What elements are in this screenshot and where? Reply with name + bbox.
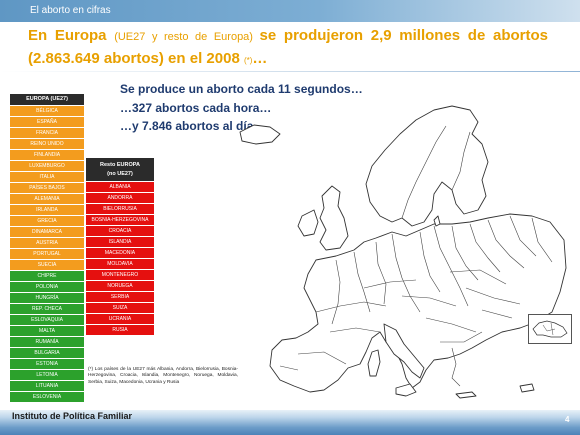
eu-country-cell: BULGARIA <box>10 348 84 359</box>
map-mainland <box>269 213 567 393</box>
bottom-decorative-strip <box>0 410 580 435</box>
map-iceland <box>239 124 281 145</box>
eu-country-cell: REP. CHECA <box>10 304 84 315</box>
map-border-lines <box>279 215 553 387</box>
non-eu-country-table: Resto EUROPA (no UE27) ALBANIA ANDORRA BIE… <box>86 158 154 336</box>
stat-line-1: Se produce un aborto cada 11 segundos… <box>120 82 363 96</box>
eu-country-cell: ITALIA <box>10 172 84 183</box>
eu-country-cell: LETONIA <box>10 370 84 381</box>
eu-country-cell: BÉLGICA <box>10 106 84 117</box>
headline-part3: se produjeron 2,9 millones de abortos (2… <box>28 27 548 67</box>
non-eu-country-cell: RUSIA <box>86 325 154 336</box>
non-eu-country-cell: NORUEGA <box>86 281 154 292</box>
eu-country-cell: PORTUGAL <box>10 249 84 260</box>
headline-part1: En Europa <box>28 27 115 44</box>
eu-country-cell: SUECIA <box>10 260 84 271</box>
map-sweden-border <box>401 125 447 219</box>
europe-map-illustration <box>239 105 567 399</box>
non-eu-table-rows: ALBANIA ANDORRA BIELORRUSIA BOSNIA-HERZEGOV… <box>86 182 154 336</box>
map-scandinavia <box>365 105 489 227</box>
map-great-britain <box>319 185 349 251</box>
map-cyprus <box>519 383 535 393</box>
map-ireland <box>297 209 319 237</box>
eu-country-cell: RUMANÍA <box>10 337 84 348</box>
eu-country-cell: ALEMANIA <box>10 194 84 205</box>
eu-country-cell: GRECIA <box>10 216 84 227</box>
stats-block: Se produce un aborto cada 11 segundos… …… <box>120 80 363 136</box>
headline-part2: (UE27 y resto de Europa) <box>114 31 260 43</box>
non-eu-country-cell: BOSNIA-HERZEGOVINA <box>86 215 154 226</box>
inset-map-illustration <box>532 320 568 338</box>
non-eu-country-cell: SERBIA <box>86 292 154 303</box>
footnote: (*) Los países de la UE27 más Albania, A… <box>88 367 238 385</box>
non-eu-country-cell: BIELORRUSIA <box>86 204 154 215</box>
non-eu-country-cell: MOLDAVIA <box>86 259 154 270</box>
map-finland-border <box>451 131 471 191</box>
eu-country-cell: MALTA <box>10 326 84 337</box>
map-gotland <box>433 215 441 227</box>
eu-country-cell: HUNGRÍA <box>10 293 84 304</box>
stat-line-3: …y 7.846 abortos al día. <box>120 119 257 133</box>
non-eu-header-line1: Resto EUROPA <box>100 161 140 168</box>
eu-country-cell: DINAMARCA <box>10 227 84 238</box>
eu-country-cell: AUSTRIA <box>10 238 84 249</box>
page-number: 4 <box>565 415 570 424</box>
map-italy <box>383 323 425 379</box>
eu-table-rows: BÉLGICA ESPAÑA FRANCIA REINO UNIDO FINLANDIA… <box>10 106 84 403</box>
non-eu-country-cell: UCRANIA <box>86 314 154 325</box>
eu-country-cell: FRANCIA <box>10 128 84 139</box>
eu-country-cell: FINLANDIA <box>10 150 84 161</box>
section-title: El aborto en cifras <box>30 5 111 16</box>
eu-country-cell: ESPAÑA <box>10 117 84 128</box>
eu-country-cell: ESLOVENIA <box>10 392 84 403</box>
headline-part4: (*) <box>243 56 253 65</box>
eu-country-table: EUROPA (UE27) BÉLGICA ESPAÑA FRANCIA REINO … <box>10 94 84 403</box>
map-inset-box <box>528 314 572 344</box>
eu-country-cell: ESTONIA <box>10 359 84 370</box>
map-sicily <box>395 383 417 397</box>
footer-organization: Instituto de Política Familiar <box>12 411 133 421</box>
non-eu-header-line2: (no UE27) <box>107 170 133 177</box>
eu-country-cell: LITUANIA <box>10 381 84 392</box>
top-bar: El aborto en cifras <box>0 0 580 22</box>
non-eu-country-cell: MONTENEGRO <box>86 270 154 281</box>
non-eu-country-cell: MACEDONIA <box>86 248 154 259</box>
eu-country-cell: REINO UNIDO <box>10 139 84 150</box>
eu-country-cell: CHIPRE <box>10 271 84 282</box>
map-crete <box>455 391 477 399</box>
headline-part5: … <box>252 50 268 67</box>
non-eu-country-cell: CROACIA <box>86 226 154 237</box>
eu-country-cell: IRLANDA <box>10 205 84 216</box>
non-eu-country-cell: SUIZA <box>86 303 154 314</box>
stat-line-2: …327 abortos cada hora… <box>120 100 272 115</box>
eu-country-cell: LUXEMBURGO <box>10 161 84 172</box>
non-eu-table-header: Resto EUROPA (no UE27) <box>86 158 154 182</box>
non-eu-country-cell: ISLANDIA <box>86 237 154 248</box>
non-eu-country-cell: ANDORRA <box>86 193 154 204</box>
eu-country-cell: PAÍSES BAJOS <box>10 183 84 194</box>
eu-country-cell: ESLOVAQUIA <box>10 315 84 326</box>
decorative-divider <box>0 71 580 72</box>
map-corsica-sardinia <box>367 349 381 377</box>
eu-country-cell: POLONIA <box>10 282 84 293</box>
non-eu-country-cell: ALBANIA <box>86 182 154 193</box>
headline: En Europa (UE27 y resto de Europa) se pr… <box>28 25 548 71</box>
eu-table-header: EUROPA (UE27) <box>10 94 84 106</box>
